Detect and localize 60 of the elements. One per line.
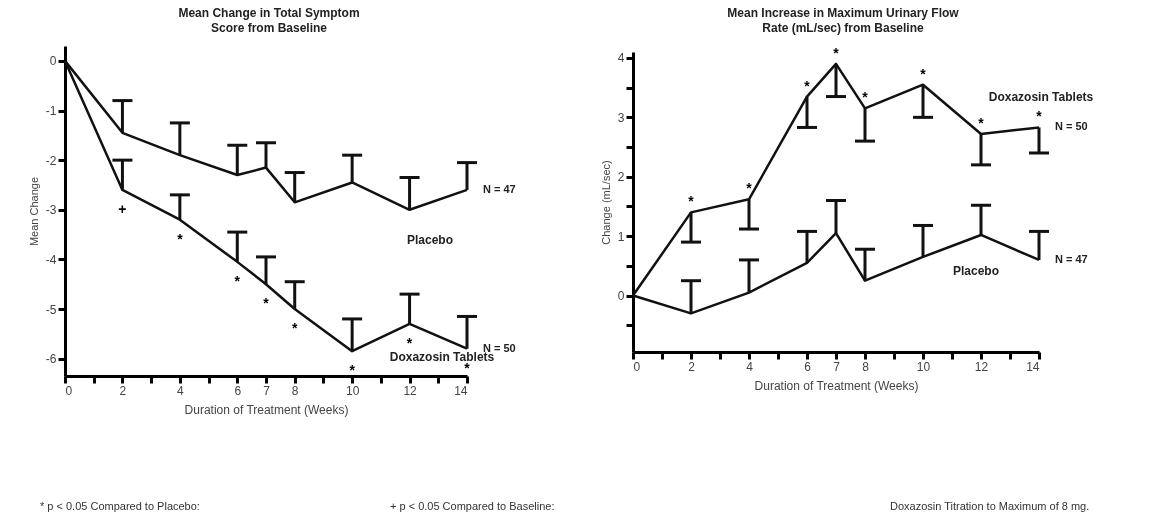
text: * p < 0.05 Compared to Placebo: [40, 500, 200, 512]
y-tick-label: -6 [45, 352, 57, 367]
chart-title: Mean Change in Total Symptom Score from Baseline [177, 6, 361, 36]
y-tick-label: 1 [617, 229, 625, 244]
x-tick-label: 14 [454, 383, 468, 398]
x-tick-label: 12 [403, 383, 418, 398]
annotation: * [920, 65, 927, 82]
annotation: * [1036, 108, 1043, 125]
annotation: * [833, 44, 840, 61]
annotation: * [177, 230, 184, 247]
chart-title: Mean Increase in Maximum Urinary Flow Rate (mL/sec) from Baseline [726, 6, 960, 36]
x-axis-title: Duration of Treatment (Weeks) [184, 402, 349, 417]
annotation: * [688, 193, 695, 210]
annotation: * [349, 362, 356, 379]
x-tick-label: 0 [65, 383, 73, 398]
text: Doxazosin Tablets [988, 90, 1094, 105]
y-axis-title: Change (mL/sec) [599, 160, 612, 245]
series-label: Placebo [406, 232, 454, 247]
x-tick-label: 7 [833, 359, 841, 374]
annotation: * [234, 272, 241, 289]
annotation: * [263, 295, 270, 312]
x-tick-label: 0 [633, 359, 641, 374]
x-tick-label: 2 [688, 359, 696, 374]
x-tick-label: 10 [345, 383, 360, 398]
y-tick-label: -3 [45, 203, 57, 218]
x-axis-title: Duration of Treatment (Weeks) [754, 378, 919, 393]
y-tick-label: -1 [45, 104, 57, 119]
annotation: * [291, 320, 298, 337]
text: + p < 0.05 Compared to Baseline: [390, 500, 555, 512]
x-tick-label: 7 [263, 383, 271, 398]
text: Doxazosin Titration to Maximum of 8 mg. [890, 500, 1090, 512]
y-axis-title: Mean Change [27, 176, 40, 247]
annotation: * [746, 180, 753, 197]
annotation: + [118, 200, 127, 217]
annotation: N = 47 [1055, 252, 1088, 265]
y-tick-label: 0 [617, 289, 625, 304]
x-tick-label: 4 [177, 383, 185, 398]
x-tick-label: 8 [862, 359, 870, 374]
y-tick-label: 0 [49, 54, 57, 69]
x-tick-label: 2 [119, 383, 127, 398]
x-tick-label: 8 [291, 383, 299, 398]
y-tick-label: -5 [45, 302, 57, 317]
annotation: N = 50 [1055, 120, 1088, 133]
y-tick-label: -2 [45, 153, 57, 168]
x-tick-label: 12 [974, 359, 989, 374]
annotation: * [406, 334, 413, 351]
annotation: * [978, 114, 985, 131]
annotation: N = 47 [483, 182, 516, 195]
x-tick-label: 10 [916, 359, 931, 374]
y-tick-label: -4 [45, 252, 57, 267]
annotation: * [862, 89, 869, 106]
annotation: * [804, 77, 811, 94]
series-label: Placebo [952, 263, 1000, 278]
x-tick-label: 4 [746, 359, 754, 374]
x-tick-label: 6 [804, 359, 812, 374]
y-tick-label: 3 [617, 110, 625, 125]
x-tick-label: 6 [234, 383, 242, 398]
y-tick-label: 4 [617, 51, 625, 66]
y-tick-label: 2 [617, 170, 625, 185]
x-tick-label: 14 [1026, 359, 1040, 374]
